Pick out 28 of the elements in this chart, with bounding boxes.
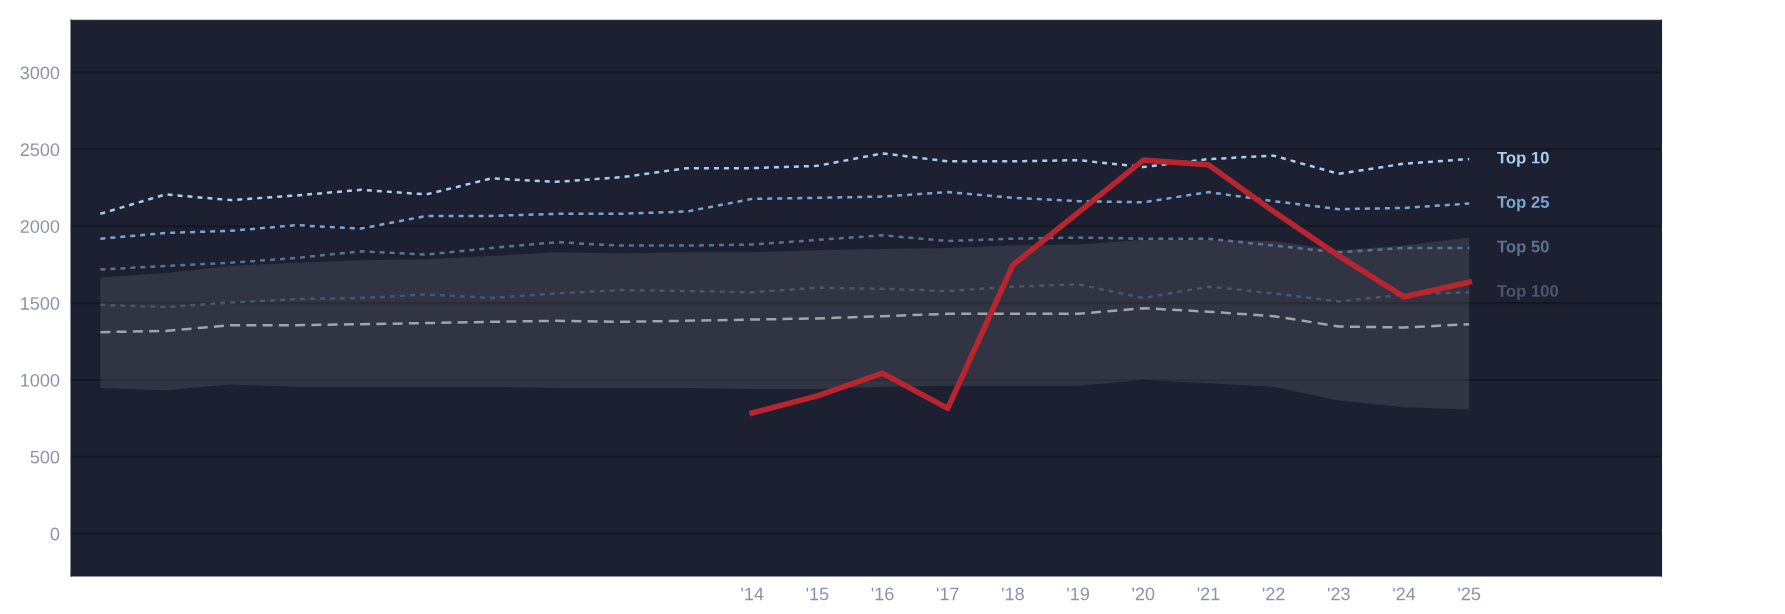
line-series (99, 306, 1471, 334)
line-series (99, 283, 1471, 309)
y-tick-label: 0 (50, 527, 60, 541)
x-tick-label: '20 (1132, 587, 1155, 601)
x-tick-label: '17 (936, 587, 959, 601)
y-tick-label: 500 (30, 450, 60, 464)
x-tick-label: '16 (871, 587, 894, 601)
x-tick-label: '21 (1197, 587, 1220, 601)
x-tick-label: '14 (741, 587, 764, 601)
y-tick-label: 1000 (21, 373, 60, 387)
x-tick-label: '25 (1458, 587, 1481, 601)
series-label: Top 10 (1497, 151, 1549, 167)
y-tick-label: 2000 (20, 220, 60, 233)
y-tick-label: 2500 (20, 143, 60, 157)
line-series (99, 234, 1471, 271)
y-tick-label: 1500 (21, 297, 60, 310)
x-tick-label: '19 (1067, 587, 1090, 601)
series-label: Top 50 (1497, 240, 1549, 256)
x-tick-label: '24 (1393, 587, 1416, 601)
series-label: Top 100 (1497, 285, 1559, 301)
y-tick-label: 3000 (20, 66, 60, 80)
x-tick-label: '23 (1327, 587, 1350, 601)
line-series (99, 190, 1471, 240)
x-tick-label: '22 (1262, 587, 1285, 601)
line-series (99, 152, 1471, 216)
x-tick-label: '18 (1002, 587, 1024, 601)
series-label: Top 25 (1497, 196, 1549, 212)
x-tick-label: '15 (806, 587, 829, 601)
